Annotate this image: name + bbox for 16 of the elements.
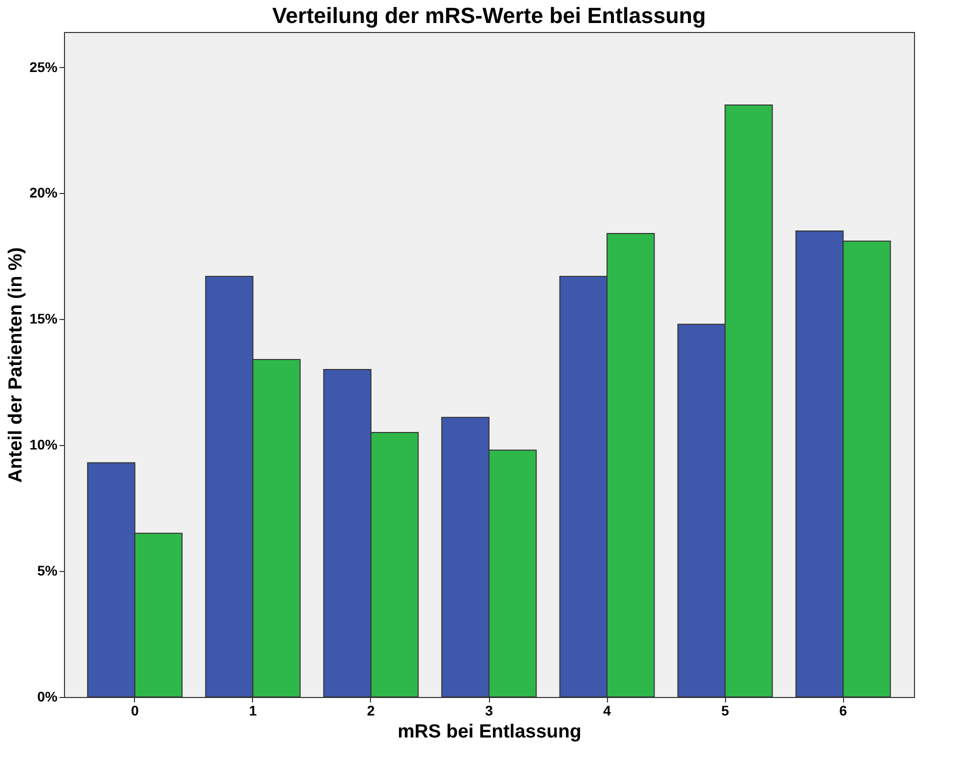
y-axis-title: Anteil der Patienten (in %)	[5, 247, 26, 483]
chart-title: Verteilung der mRS-Werte bei Entlassung	[272, 3, 706, 28]
x-axis-title: mRS bei Entlassung	[398, 722, 582, 742]
y-tick-label: 15%	[29, 310, 58, 327]
y-tick-label: 5%	[37, 562, 58, 579]
x-tick-label: 6	[839, 702, 848, 718]
y-tick-label: 20%	[29, 184, 58, 201]
x-tick-label: 1	[248, 702, 257, 718]
y-tick-label: 0%	[37, 688, 58, 704]
x-tick-label: 3	[485, 702, 494, 718]
x-tick-label: 2	[367, 702, 376, 718]
x-tick-label: 0	[130, 702, 139, 718]
x-tick-label: 4	[603, 702, 612, 718]
x-tick-label: 5	[721, 702, 730, 718]
y-tick-label: 25%	[29, 58, 58, 75]
y-tick-label: 10%	[29, 436, 58, 453]
